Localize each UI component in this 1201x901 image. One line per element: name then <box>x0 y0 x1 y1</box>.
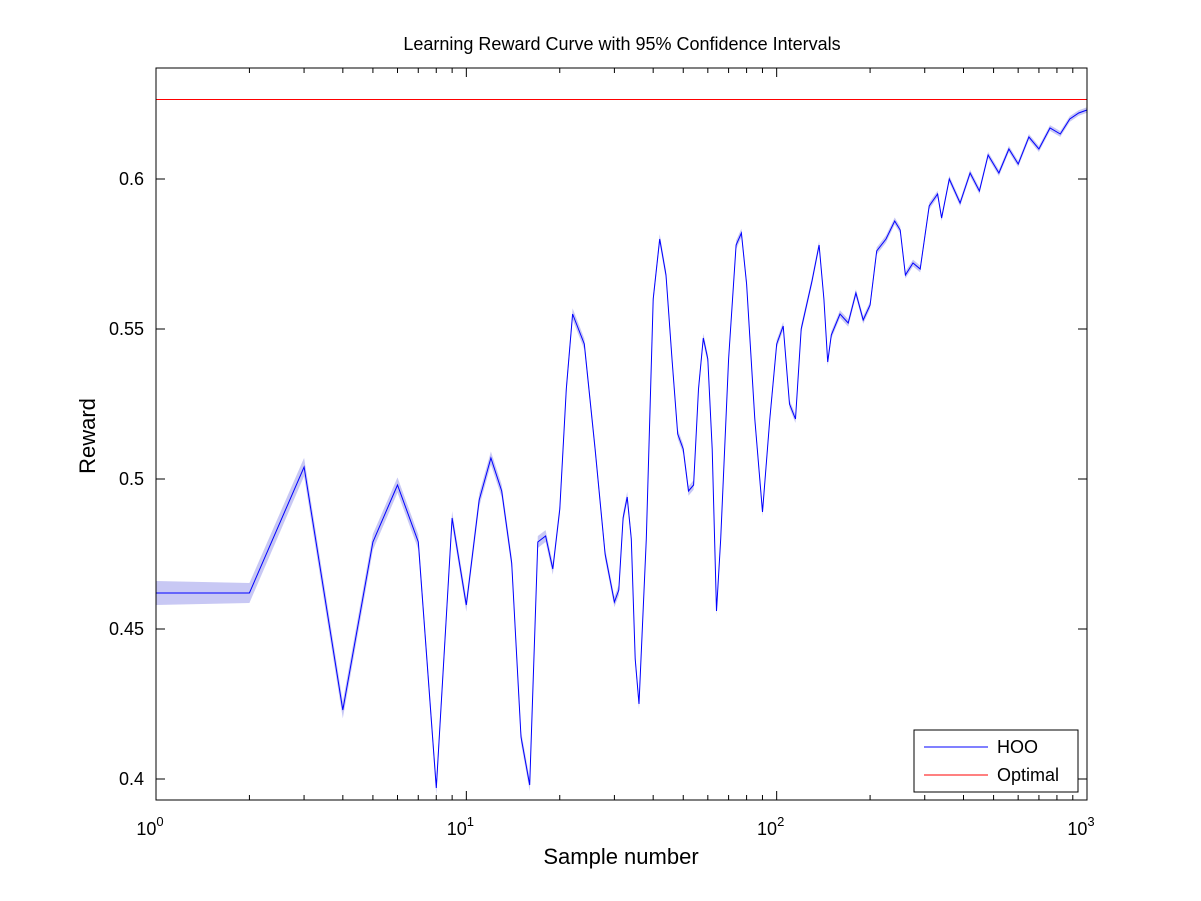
legend-box <box>913 729 1079 793</box>
x-tick-label: 101 <box>447 814 474 839</box>
y-tick-label: 0.5 <box>119 469 144 489</box>
y-axis-label: Reward <box>75 398 100 474</box>
y-tick-label: 0.6 <box>119 169 144 189</box>
y-tick-layer: 0.4 0.45 0.5 0.55 0.6 <box>109 169 1087 789</box>
y-tick-label: 0.45 <box>109 619 144 639</box>
x-tick-label: 102 <box>757 814 784 839</box>
x-tick-layer: 100 101 102 103 <box>136 68 1095 839</box>
y-tick-label: 0.55 <box>109 319 144 339</box>
plot-area <box>156 68 1087 800</box>
x-tick-label: 100 <box>136 814 163 839</box>
x-axis-label: Sample number <box>543 844 698 869</box>
y-tick-label: 0.4 <box>119 769 144 789</box>
x-tick-label: 103 <box>1067 814 1094 839</box>
series-line-hoo <box>156 109 1088 789</box>
legend: HOO Optimal <box>913 729 1079 793</box>
series-layer <box>156 99 1088 789</box>
plot-frame <box>155 67 1088 801</box>
chart-title: Learning Reward Curve with 95% Confidenc… <box>403 34 840 54</box>
legend-label-optimal: Optimal <box>997 765 1059 785</box>
legend-label-hoo: HOO <box>997 737 1038 757</box>
